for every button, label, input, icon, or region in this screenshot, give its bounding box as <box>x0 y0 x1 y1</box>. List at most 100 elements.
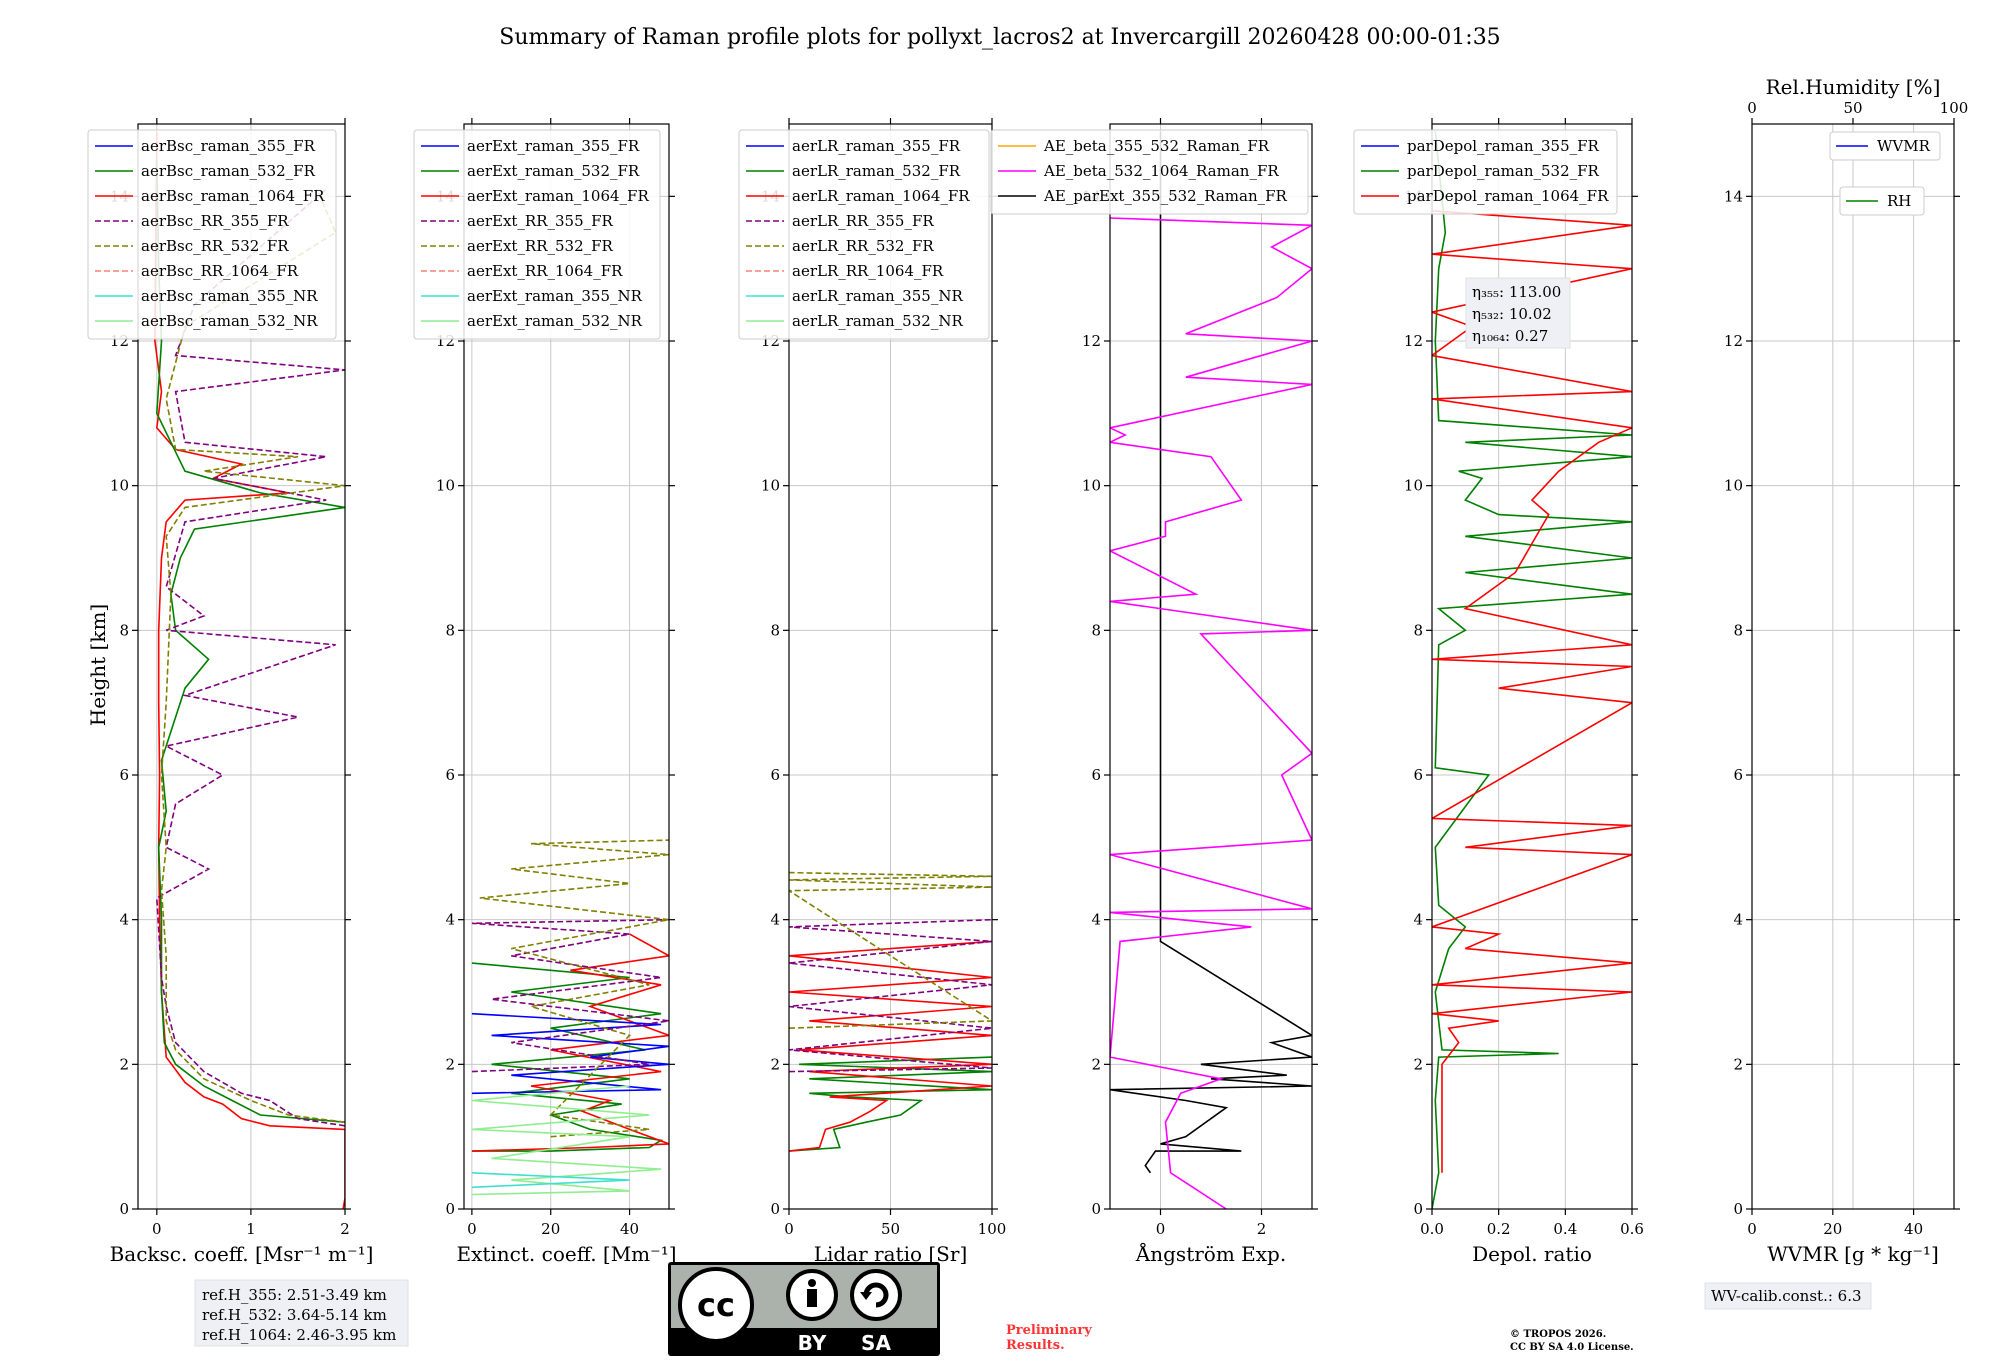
copyright-line: © TROPOS 2026. <box>1510 1329 1606 1340</box>
y-tick-label: 4 <box>1091 911 1101 929</box>
x-tick-label: 0 <box>1747 1220 1757 1238</box>
y-tick-label: 0 <box>1091 1200 1101 1218</box>
x-axis-label: Ångström Exp. <box>1135 1241 1286 1266</box>
y-tick-label: 12 <box>1404 332 1423 350</box>
y-tick-label: 12 <box>1082 332 1101 350</box>
legend: aerLR_raman_355_FR aerLR_raman_532_FR aerL… <box>738 129 990 340</box>
y-tick-label: 8 <box>1413 621 1423 639</box>
y-tick-label: 2 <box>445 1055 455 1073</box>
series-line-aerLR_raman_532_FR <box>789 1056 992 1152</box>
legend-label: AE_beta_532_1064_Raman_FR <box>1043 162 1279 180</box>
legend-label: aerBsc_raman_532_FR <box>141 162 316 180</box>
angstrom-panel: 0246810121402Ångström Exp.AE_beta_355_53… <box>990 118 1318 1266</box>
series-line-aerExt_raman_532_FR <box>471 962 664 1152</box>
y-tick-label: 2 <box>1413 1055 1423 1073</box>
y-tick-label: 8 <box>1733 621 1743 639</box>
x-tick-label: 0.2 <box>1487 1220 1511 1238</box>
x-tick-label: 100 <box>978 1220 1007 1238</box>
legend-label: aerBsc_RR_1064_FR <box>141 262 299 280</box>
legend: RH <box>1839 186 1925 216</box>
legend-label: aerExt_raman_532_FR <box>467 162 640 180</box>
by-label: BY <box>798 1331 827 1355</box>
x-tick-label: 20 <box>541 1220 560 1238</box>
share-alike-icon <box>850 1269 902 1321</box>
series-line-AE_beta_532_1064_Raman_FR <box>1110 217 1312 1209</box>
y-tick-label: 4 <box>119 911 129 929</box>
legend-label: parDepol_raman_532_FR <box>1407 162 1600 180</box>
y-tick-label: 2 <box>1091 1055 1101 1073</box>
legend: aerExt_raman_355_FR aerExt_raman_532_FRae… <box>413 129 661 340</box>
legend-label: RH <box>1887 192 1911 210</box>
y-tick-label: 6 <box>1733 766 1743 784</box>
y-tick-label: 14 <box>1724 187 1743 205</box>
y-tick-label: 0 <box>1733 1200 1743 1218</box>
y-tick-label: 0 <box>1413 1200 1423 1218</box>
legend-label: aerBsc_raman_355_FR <box>141 137 316 155</box>
series-line-AE_parExt_355_532_Raman_FR <box>1110 131 1312 1174</box>
cc-icon-text: cc <box>697 1286 735 1324</box>
y-tick-label: 2 <box>119 1055 129 1073</box>
series-line-aerExt_RR_355_FR <box>471 918 669 1073</box>
legend-label: aerExt_raman_532_NR <box>467 312 643 330</box>
eta-annotation: η₃₅₅: 113.00 η₅₃₂: 10.02 η₁₀₆₄: 0.27 <box>1465 277 1571 349</box>
legend-label: AE_beta_355_532_Raman_FR <box>1043 137 1270 155</box>
y-tick-label: 4 <box>770 911 780 929</box>
series-line-aerExt_raman_355_NR <box>471 1172 630 1189</box>
y-tick-label: 2 <box>1733 1055 1743 1073</box>
x-tick-label: 20 <box>1823 1220 1842 1238</box>
x-tick-label: 0.6 <box>1620 1220 1644 1238</box>
series-line-aerExt_raman_532_NR <box>471 1085 662 1196</box>
series-line-parDepol_raman_532_FR <box>1432 131 1632 1209</box>
legend-label: parDepol_raman_355_FR <box>1407 137 1600 155</box>
series-line-aerBsc_RR_355_FR <box>155 188 345 1127</box>
cc-license-badge: cc BY SA <box>668 1262 940 1356</box>
legend-label: aerExt_raman_355_NR <box>467 287 643 305</box>
x2-axis-label: Rel.Humidity [%] <box>1766 75 1941 99</box>
legend-label: aerBsc_RR_355_FR <box>141 212 289 230</box>
axes-frame <box>1109 123 1313 1210</box>
legend-label: WVMR <box>1877 137 1931 155</box>
y-tick-label: 4 <box>1733 911 1743 929</box>
x2-tick-label: 100 <box>1940 99 1969 117</box>
series-line-aerLR_raman_1064_FR <box>789 940 992 1152</box>
legend-label: AE_parExt_355_532_Raman_FR <box>1043 187 1288 205</box>
axes-frame <box>137 123 346 1210</box>
x2-tick-label: 0 <box>1747 99 1757 117</box>
legend: WVMR <box>1829 131 1941 161</box>
legend-label: aerBsc_raman_532_NR <box>141 312 318 330</box>
y-tick-label: 0 <box>119 1200 129 1218</box>
x-axis-label: Extinct. coeff. [Mm⁻¹] <box>456 1242 676 1266</box>
legend-label: aerExt_raman_1064_FR <box>467 187 649 205</box>
y-tick-label: 4 <box>1413 911 1423 929</box>
series-line-aerExt_raman_1064_FR <box>471 933 669 1152</box>
legend: parDepol_raman_355_FR parDepol_raman_532_… <box>1353 129 1618 215</box>
y-tick-label: 10 <box>110 477 129 495</box>
x-tick-label: 2 <box>340 1220 350 1238</box>
ref-height-355: ref.H_355: 2.51-3.49 km <box>202 1286 387 1304</box>
legend: AE_beta_355_532_Raman_FR AE_beta_532_1064… <box>990 129 1309 215</box>
legend-label: aerExt_raman_355_FR <box>467 137 640 155</box>
y-tick-label: 8 <box>119 621 129 639</box>
legend-label: aerExt_RR_1064_FR <box>467 262 623 280</box>
cc-icon <box>678 1267 754 1343</box>
wv-calib-text: WV-calib.const.: 6.3 <box>1711 1287 1862 1305</box>
x-axis-label: WVMR [g * kg⁻¹] <box>1767 1242 1939 1266</box>
y-tick-label: 8 <box>770 621 780 639</box>
x2-tick-label: 50 <box>1843 99 1862 117</box>
y-tick-label: 8 <box>445 621 455 639</box>
y-tick-label: 10 <box>1082 477 1101 495</box>
series-line-parDepol_raman_1064_FR <box>1432 210 1632 1173</box>
legend-label: aerLR_raman_355_FR <box>792 137 961 155</box>
figure-title: Summary of Raman profile plots for polly… <box>499 25 1500 50</box>
legend-label: aerBsc_RR_532_FR <box>141 237 289 255</box>
results-text: Results. <box>1006 1338 1065 1353</box>
y-tick-label: 10 <box>1404 477 1423 495</box>
y-tick-label: 6 <box>445 766 455 784</box>
ref-height-box: ref.H_355: 2.51-3.49 km ref.H_532: 3.64-… <box>194 1279 409 1347</box>
series-line-aerBsc_raman_532_FR <box>155 160 345 1123</box>
legend-label: aerLR_raman_532_NR <box>792 312 963 330</box>
x-tick-label: 0 <box>1156 1220 1166 1238</box>
legend-label: aerLR_RR_355_FR <box>792 212 934 230</box>
eta-value: η₅₃₂: 10.02 <box>1472 305 1552 323</box>
